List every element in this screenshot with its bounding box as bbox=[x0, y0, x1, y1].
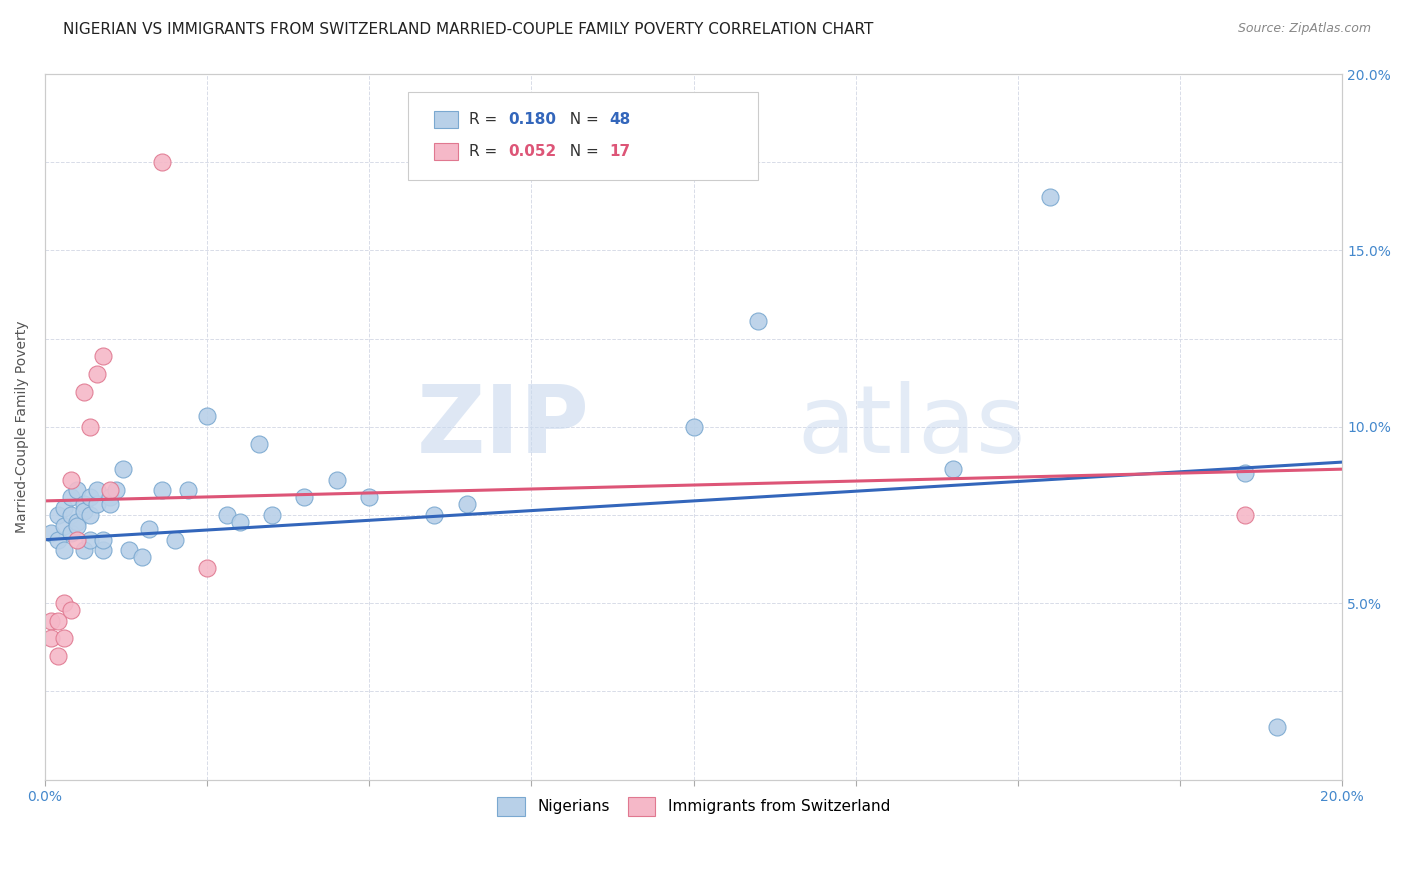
Point bbox=[86, 367, 108, 381]
Text: atlas: atlas bbox=[797, 381, 1025, 473]
Point bbox=[41, 614, 63, 628]
Point bbox=[59, 491, 82, 505]
Point bbox=[118, 543, 141, 558]
Point bbox=[98, 483, 121, 498]
Text: R =: R = bbox=[470, 145, 502, 159]
Point bbox=[138, 522, 160, 536]
Point bbox=[228, 515, 250, 529]
Point bbox=[326, 473, 349, 487]
FancyBboxPatch shape bbox=[434, 112, 457, 128]
Point bbox=[93, 349, 115, 363]
Point bbox=[260, 508, 283, 522]
Point bbox=[66, 515, 89, 529]
Point bbox=[46, 649, 69, 664]
Point bbox=[66, 533, 89, 547]
Point bbox=[195, 409, 218, 424]
Point bbox=[150, 155, 173, 169]
Point bbox=[46, 614, 69, 628]
Point bbox=[1233, 466, 1256, 480]
Text: 0.052: 0.052 bbox=[508, 145, 557, 159]
Point bbox=[53, 543, 76, 558]
Text: Source: ZipAtlas.com: Source: ZipAtlas.com bbox=[1237, 22, 1371, 36]
Point bbox=[53, 596, 76, 610]
Point bbox=[98, 498, 121, 512]
Point bbox=[93, 533, 115, 547]
Point bbox=[59, 525, 82, 540]
FancyBboxPatch shape bbox=[434, 144, 457, 160]
Point bbox=[53, 500, 76, 515]
Point bbox=[46, 533, 69, 547]
Point bbox=[93, 543, 115, 558]
Text: NIGERIAN VS IMMIGRANTS FROM SWITZERLAND MARRIED-COUPLE FAMILY POVERTY CORRELATIO: NIGERIAN VS IMMIGRANTS FROM SWITZERLAND … bbox=[63, 22, 873, 37]
Point bbox=[294, 491, 316, 505]
Text: ZIP: ZIP bbox=[418, 381, 591, 473]
Point bbox=[163, 533, 186, 547]
Point bbox=[53, 518, 76, 533]
Point bbox=[215, 508, 238, 522]
Point bbox=[59, 603, 82, 617]
Text: N =: N = bbox=[560, 112, 603, 128]
Point bbox=[86, 498, 108, 512]
Point bbox=[423, 508, 446, 522]
Point bbox=[41, 632, 63, 646]
Text: 0.180: 0.180 bbox=[508, 112, 557, 128]
Point bbox=[66, 518, 89, 533]
Point bbox=[98, 491, 121, 505]
Point bbox=[150, 483, 173, 498]
Point bbox=[73, 543, 96, 558]
FancyBboxPatch shape bbox=[408, 92, 758, 180]
Legend: Nigerians, Immigrants from Switzerland: Nigerians, Immigrants from Switzerland bbox=[488, 788, 898, 825]
Point bbox=[46, 508, 69, 522]
Point bbox=[79, 508, 101, 522]
Point bbox=[86, 483, 108, 498]
Point bbox=[1233, 508, 1256, 522]
Point bbox=[1267, 720, 1289, 734]
Point bbox=[176, 483, 198, 498]
Point bbox=[111, 462, 134, 476]
Point bbox=[247, 437, 270, 451]
Text: N =: N = bbox=[560, 145, 603, 159]
Point bbox=[66, 483, 89, 498]
Point bbox=[41, 525, 63, 540]
Point bbox=[73, 384, 96, 399]
Point bbox=[73, 498, 96, 512]
Point bbox=[59, 473, 82, 487]
Point bbox=[747, 314, 769, 328]
Point bbox=[359, 491, 381, 505]
Text: R =: R = bbox=[470, 112, 502, 128]
Point bbox=[682, 419, 704, 434]
Point bbox=[59, 508, 82, 522]
Point bbox=[195, 561, 218, 575]
Point bbox=[456, 498, 478, 512]
Text: 17: 17 bbox=[609, 145, 630, 159]
Y-axis label: Married-Couple Family Poverty: Married-Couple Family Poverty bbox=[15, 320, 30, 533]
Point bbox=[131, 550, 153, 565]
Point bbox=[942, 462, 965, 476]
Point bbox=[73, 504, 96, 518]
Point bbox=[79, 419, 101, 434]
Point bbox=[79, 491, 101, 505]
Text: 48: 48 bbox=[609, 112, 630, 128]
Point bbox=[1039, 190, 1062, 204]
Point bbox=[53, 632, 76, 646]
Point bbox=[79, 533, 101, 547]
Point bbox=[105, 483, 128, 498]
